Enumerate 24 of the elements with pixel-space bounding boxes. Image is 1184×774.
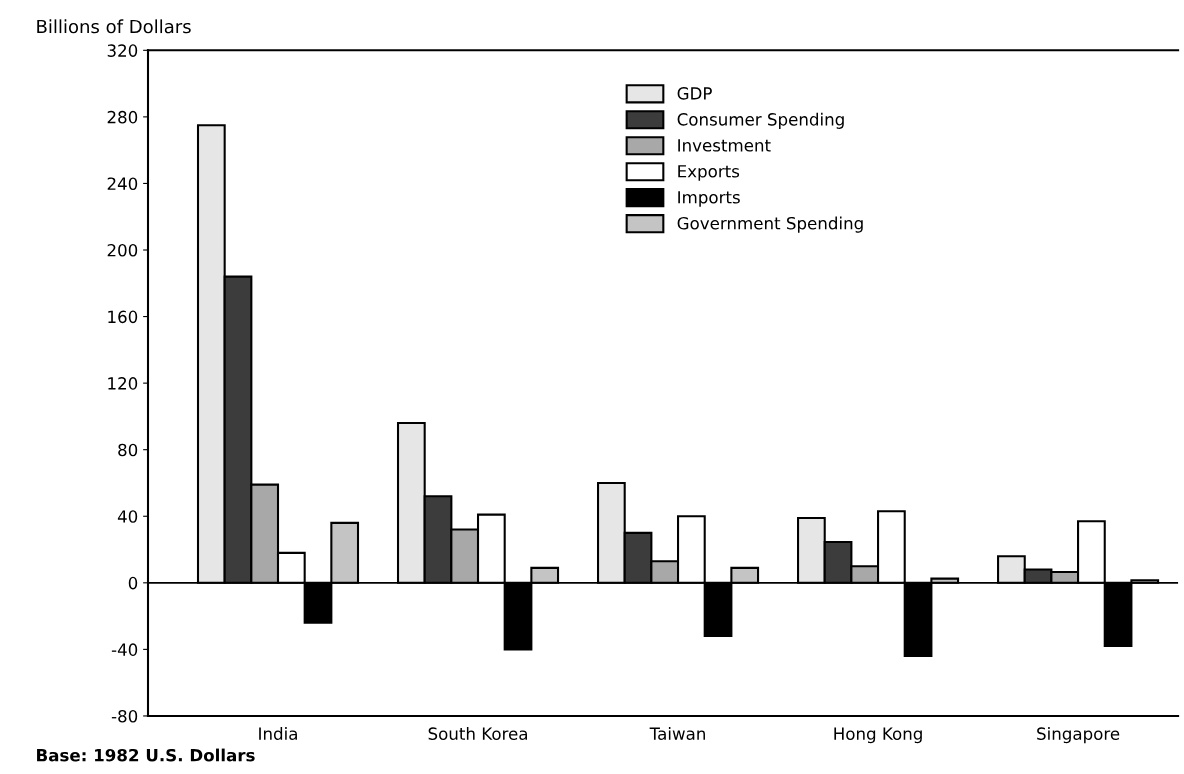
y-tick-label: 80 (118, 443, 138, 457)
y-tick-label: 200 (107, 243, 138, 257)
legend-label: Exports (678, 165, 740, 181)
y-tick-label: 40 (117, 510, 138, 523)
legend-label: Consumer Spending (677, 112, 844, 129)
y-tick-label: 120 (108, 377, 138, 390)
y-tick-label: 280 (107, 110, 138, 124)
y-tick-label: -40 (111, 643, 138, 656)
legend-label: GDP (677, 87, 712, 100)
y-tick-label: 0 (128, 576, 138, 590)
x-tick-label: India (259, 727, 297, 740)
y-axis-title: Billions of Dollars (37, 19, 191, 34)
legend-label: Imports (678, 191, 740, 207)
x-tick-label: Hong Kong (834, 727, 922, 744)
text: Base: 1982 U.S. Dollars (37, 748, 255, 762)
legend-label: Government Spending (677, 216, 863, 233)
legend-label: Investment (678, 139, 771, 152)
x-tick-label: Singapore (1037, 727, 1120, 744)
y-tick-label: 240 (107, 177, 138, 191)
x-tick-label: South Korea (428, 727, 527, 740)
y-tick-label: 320 (107, 44, 138, 57)
y-tick-label: -80 (111, 709, 138, 723)
y-tick-label: 160 (108, 310, 138, 324)
x-tick-label: Taiwan (649, 727, 705, 740)
